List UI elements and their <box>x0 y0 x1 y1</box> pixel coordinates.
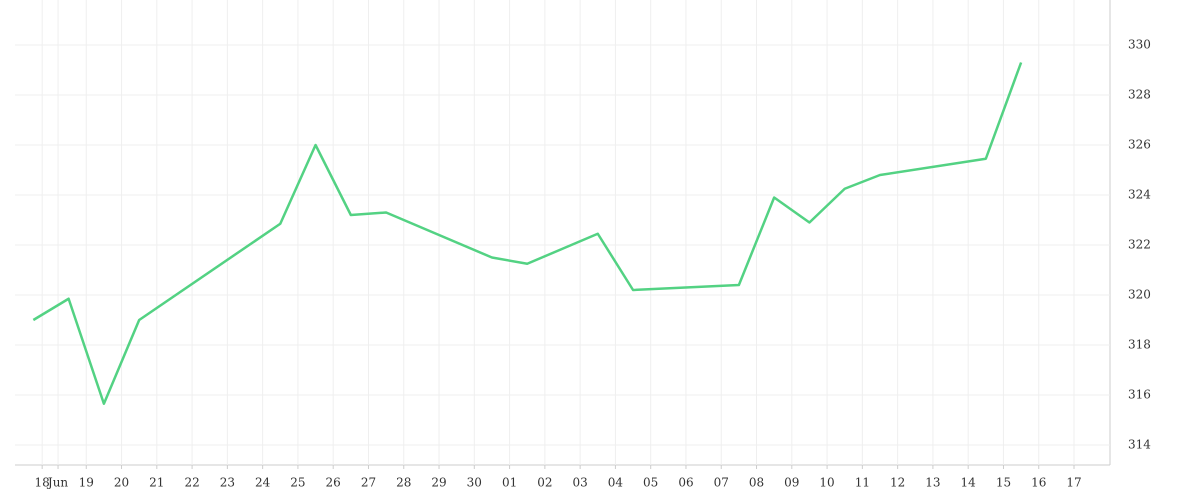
x-tick-label: 28 <box>396 476 411 490</box>
y-tick-label: 328 <box>1128 88 1151 102</box>
x-tick-label: 14 <box>961 476 977 490</box>
x-tick-label: 07 <box>714 476 729 490</box>
x-tick-label: 19 <box>79 476 94 490</box>
x-tick-label: 13 <box>925 476 940 490</box>
x-tick-label: 17 <box>1066 476 1081 490</box>
x-tick-label: 18 <box>35 476 50 490</box>
y-tick-label: 324 <box>1128 188 1151 202</box>
x-tick-label: 25 <box>290 476 305 490</box>
x-tick-label: 26 <box>326 476 341 490</box>
x-tick-label: 23 <box>220 476 235 490</box>
price-line <box>32 62 1023 405</box>
y-tick-label: 330 <box>1128 38 1151 52</box>
x-tick-label: 27 <box>361 476 376 490</box>
x-tick-label: 03 <box>572 476 587 490</box>
x-tick-label: 24 <box>255 476 271 490</box>
x-tick-label: 10 <box>819 476 834 490</box>
x-tick-label: 29 <box>431 476 446 490</box>
x-tick-label: 05 <box>643 476 658 490</box>
x-tick-label: 16 <box>1031 476 1046 490</box>
y-tick-label: 326 <box>1128 138 1151 152</box>
x-tick-label: 30 <box>467 476 482 490</box>
x-tick-label: 09 <box>784 476 799 490</box>
x-tick-label: 06 <box>678 476 693 490</box>
y-tick-label: 316 <box>1128 388 1151 402</box>
x-tick-label: 20 <box>114 476 129 490</box>
x-tick-label: 08 <box>749 476 764 490</box>
y-tick-label: 318 <box>1128 338 1151 352</box>
x-tick-label: 15 <box>996 476 1011 490</box>
y-tick-label: 320 <box>1128 288 1151 302</box>
x-tick-label: 21 <box>149 476 164 490</box>
y-tick-label: 322 <box>1128 238 1151 252</box>
x-tick-label: Jun <box>46 476 69 490</box>
x-tick-label: 02 <box>537 476 552 490</box>
x-tick-label: 01 <box>502 476 517 490</box>
x-tick-label: 12 <box>890 476 905 490</box>
y-tick-label: 314 <box>1128 438 1151 452</box>
x-tick-label: 22 <box>184 476 199 490</box>
x-tick-label: 11 <box>855 476 870 490</box>
x-tick-label: 04 <box>608 476 624 490</box>
